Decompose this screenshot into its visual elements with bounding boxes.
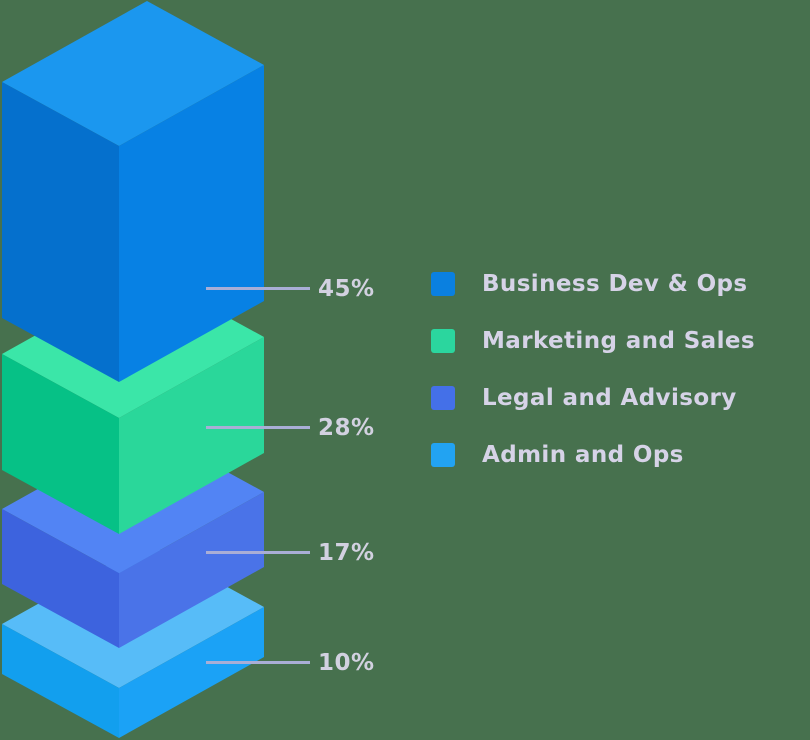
legend: Business Dev & Ops Marketing and Sales L… bbox=[431, 271, 755, 468]
segment-3-left-face bbox=[2, 624, 119, 738]
legend-label-legal-advisory: Legal and Advisory bbox=[482, 385, 737, 411]
legend-item-admin-ops: Admin and Ops bbox=[431, 442, 755, 468]
segment-1-right-face bbox=[119, 337, 264, 534]
legend-label-business-dev-ops: Business Dev & Ops bbox=[482, 271, 748, 297]
legend-swatch-business-dev-ops bbox=[431, 272, 455, 296]
segment-2-right-face bbox=[119, 492, 264, 648]
percent-label-business-dev-ops: 45% bbox=[318, 276, 375, 302]
legend-item-legal-advisory: Legal and Advisory bbox=[431, 385, 755, 411]
leader-line-admin-ops bbox=[206, 661, 310, 664]
segment-0-top-face bbox=[2, 1, 264, 146]
legend-label-admin-ops: Admin and Ops bbox=[482, 442, 684, 468]
percent-label-admin-ops: 10% bbox=[318, 650, 375, 676]
segment-3-right-face bbox=[119, 607, 264, 738]
leader-line-legal-advisory bbox=[206, 551, 310, 554]
segment-1-left-face bbox=[2, 354, 119, 534]
legend-swatch-marketing-sales bbox=[431, 329, 455, 353]
leader-line-business-dev-ops bbox=[206, 287, 310, 290]
segment-0-right-face bbox=[119, 65, 264, 382]
segment-2-left-face bbox=[2, 509, 119, 648]
legend-swatch-legal-advisory bbox=[431, 386, 455, 410]
leader-line-marketing-sales bbox=[206, 426, 310, 429]
legend-label-marketing-sales: Marketing and Sales bbox=[482, 328, 755, 354]
legend-swatch-admin-ops bbox=[431, 443, 455, 467]
legend-item-marketing-sales: Marketing and Sales bbox=[431, 328, 755, 354]
legend-item-business-dev-ops: Business Dev & Ops bbox=[431, 271, 755, 297]
segment-0-left-face bbox=[2, 82, 119, 382]
percent-label-legal-advisory: 17% bbox=[318, 540, 375, 566]
percent-label-marketing-sales: 28% bbox=[318, 415, 375, 441]
